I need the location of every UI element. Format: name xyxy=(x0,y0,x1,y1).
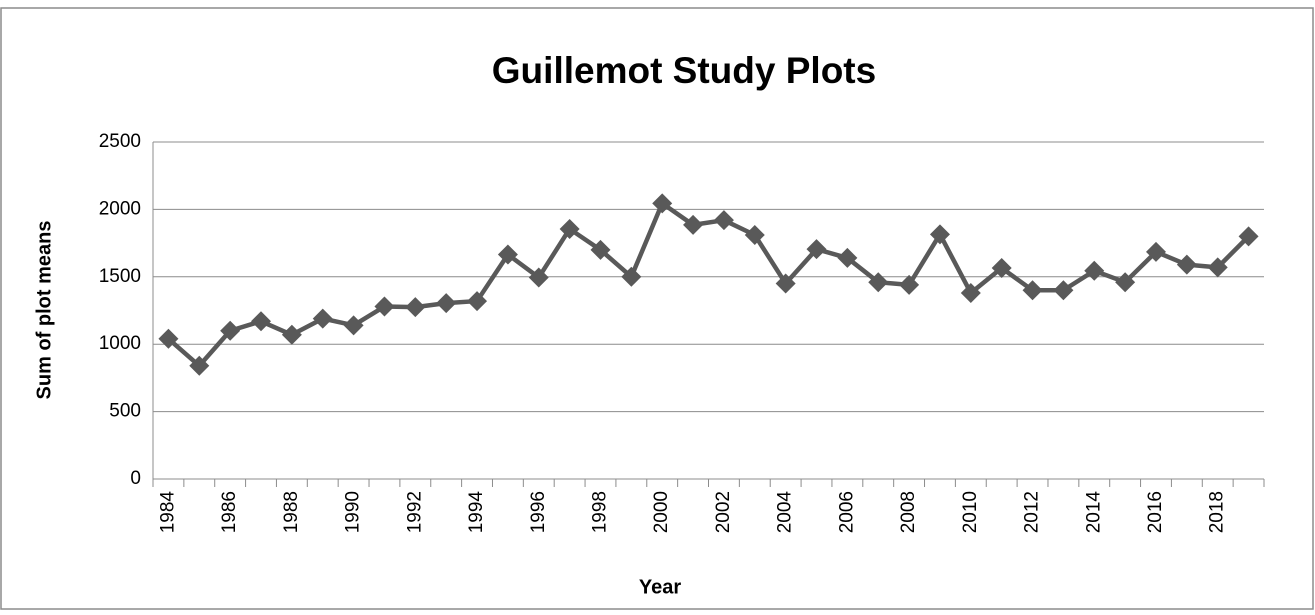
data-marker xyxy=(1238,226,1259,247)
x-tick-label: 1998 xyxy=(590,491,611,533)
data-marker xyxy=(590,239,611,260)
data-marker xyxy=(868,272,889,293)
data-marker xyxy=(1176,254,1197,275)
data-marker xyxy=(559,218,580,239)
data-marker xyxy=(158,328,179,349)
data-marker xyxy=(683,214,704,235)
data-marker xyxy=(528,267,549,288)
x-tick-label: 2006 xyxy=(836,491,857,533)
x-tick-label: 1986 xyxy=(219,491,240,533)
data-marker xyxy=(251,311,272,332)
y-axis-label: Sum of plot means xyxy=(33,221,55,400)
data-marker xyxy=(1084,260,1105,281)
y-tick-label: 500 xyxy=(109,401,141,422)
data-marker xyxy=(899,274,920,295)
chart-title: Guillemot Study Plots xyxy=(492,50,876,91)
data-marker xyxy=(837,247,858,268)
x-tick-label: 2018 xyxy=(1207,491,1228,533)
data-marker xyxy=(1115,272,1136,293)
y-tick-label: 2500 xyxy=(99,131,141,152)
x-tick-label: 1990 xyxy=(343,491,364,533)
data-marker xyxy=(281,324,302,345)
x-tick-label: 1992 xyxy=(404,491,425,533)
x-tick-label: 2004 xyxy=(775,491,796,534)
data-marker xyxy=(405,297,426,318)
data-marker xyxy=(652,193,673,214)
y-tick-label: 1000 xyxy=(99,333,141,354)
data-marker xyxy=(220,320,241,341)
x-tick-label: 2010 xyxy=(960,491,981,533)
data-marker xyxy=(775,273,796,294)
x-tick-label: 1994 xyxy=(466,491,487,534)
x-axis-label: Year xyxy=(639,576,681,598)
x-tick-label: 2008 xyxy=(898,491,919,533)
data-marker xyxy=(497,244,518,265)
data-marker xyxy=(929,224,950,245)
y-tick-label: 0 xyxy=(130,468,141,489)
x-tick-label: 2016 xyxy=(1145,491,1166,533)
data-marker xyxy=(436,293,457,314)
y-tick-label: 2000 xyxy=(99,198,141,219)
data-marker xyxy=(467,291,488,312)
data-marker xyxy=(312,308,333,329)
data-marker xyxy=(713,210,734,231)
x-tick-label: 1996 xyxy=(528,491,549,533)
data-marker xyxy=(806,239,827,260)
data-marker xyxy=(744,225,765,246)
x-tick-label: 2014 xyxy=(1083,491,1104,534)
data-marker xyxy=(374,296,395,317)
data-marker xyxy=(189,355,210,376)
x-tick-label: 2000 xyxy=(651,491,672,533)
x-tick-label: 2012 xyxy=(1022,491,1043,533)
data-marker xyxy=(1145,241,1166,262)
x-tick-label: 1984 xyxy=(157,491,178,534)
data-marker xyxy=(1207,257,1228,278)
data-marker xyxy=(1022,280,1043,301)
data-marker xyxy=(960,282,981,303)
data-marker xyxy=(1053,280,1074,301)
data-marker xyxy=(343,315,364,336)
y-tick-label: 1500 xyxy=(99,266,141,287)
data-marker xyxy=(991,258,1012,279)
data-marker xyxy=(621,266,642,287)
x-tick-label: 1988 xyxy=(281,491,302,533)
x-tick-label: 2002 xyxy=(713,491,734,533)
chart-border xyxy=(0,7,1314,610)
